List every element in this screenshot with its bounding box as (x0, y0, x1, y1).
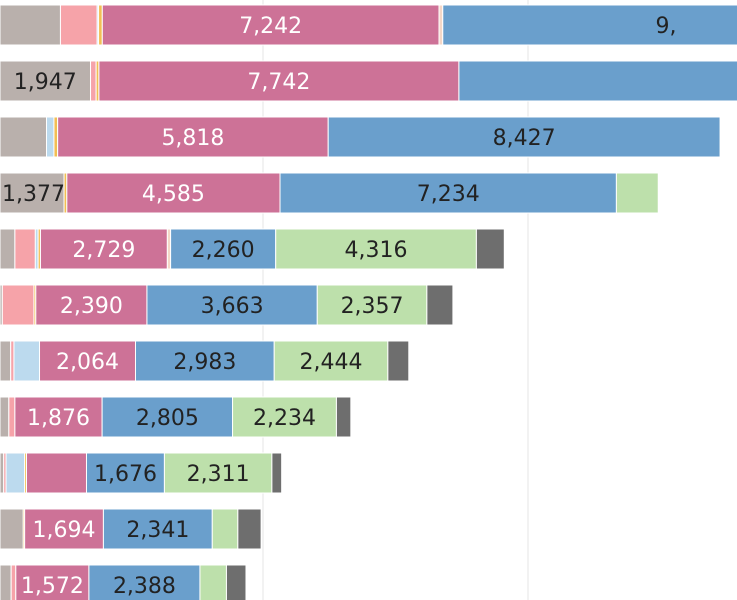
bar-segment-label: 8,427 (493, 126, 556, 151)
bar-segment (475, 228, 505, 270)
bar-row: 7,242 9, (0, 4, 737, 46)
bar-segment-label: 2,341 (126, 518, 189, 543)
bar-segment-label: 7,242 (239, 14, 302, 39)
bar-row: 1,876 2,805 2,234 (0, 396, 352, 438)
bar-segment (57, 116, 329, 158)
bar-row: 1,947 7,742 (0, 60, 737, 102)
bar-segment (211, 508, 239, 550)
bar-segment (275, 228, 477, 270)
bar-segment (15, 564, 90, 600)
bar-segment (59, 4, 98, 46)
bar-segment (35, 284, 148, 326)
bar-segment (5, 452, 26, 494)
bar-segment-label: 2,234 (253, 406, 316, 431)
bar-segment (24, 508, 104, 550)
bar-row: 2,729 2,260 4,316 (0, 228, 505, 270)
bar-segment (163, 452, 273, 494)
bar-segment (135, 340, 275, 382)
bar-segment (615, 172, 659, 214)
bar-segment-label: 4,585 (142, 182, 205, 207)
bar-row: 2,390 3,663 2,357 (0, 284, 454, 326)
bar-segment-label: 1,377 (2, 182, 65, 207)
bar-segment (0, 396, 10, 438)
bar-segment-label: 7,234 (417, 182, 480, 207)
bar-segment (0, 508, 24, 550)
bar-segment (90, 60, 97, 102)
bar-segment (101, 396, 234, 438)
bar-segment-label: 9, (655, 14, 676, 39)
bar-segment-label: 1,572 (21, 574, 84, 599)
bar-segment-label: 7,742 (247, 70, 310, 95)
bar-segment-label: 2,064 (56, 350, 119, 375)
bars-layer: 7,242 9, 1,947 7,742 5,818 8,427 1,377 4,585 7,2… (0, 4, 737, 600)
bar-segment-label: 2,390 (60, 294, 123, 319)
bar-segment-label: 2,729 (72, 238, 135, 263)
bar-segment (0, 564, 12, 600)
bar-segment (14, 396, 103, 438)
bar-segment (10, 564, 17, 600)
bar-segment (442, 4, 737, 46)
bar-segment-label: 2,444 (300, 350, 363, 375)
bar-segment (0, 172, 65, 214)
bar-segment (46, 116, 55, 158)
bar-segment (426, 284, 454, 326)
bar-row: 2,064 2,983 2,444 (0, 340, 410, 382)
bar-segment (98, 60, 460, 102)
bar-segment (316, 284, 428, 326)
bar-segment-label: 2,357 (341, 294, 404, 319)
bar-segment (53, 116, 59, 158)
bar-segment (8, 396, 16, 438)
bar-segment (0, 4, 61, 46)
bar-segment-label: 1,947 (14, 70, 77, 95)
bar-segment-label: 2,311 (187, 462, 250, 487)
bar-row: 1,572 2,388 (0, 564, 247, 600)
bar-segment-label: 4,316 (345, 238, 408, 263)
bar-segment-label: 2,260 (192, 238, 255, 263)
bar-segment (66, 172, 281, 214)
bar-segment (101, 4, 440, 46)
bar-segment (273, 340, 389, 382)
bar-segment (387, 340, 410, 382)
bar-segment (14, 228, 36, 270)
bar-segment (26, 452, 87, 494)
bar-segment (279, 172, 617, 214)
bar-segment (98, 4, 103, 46)
bar-segment (0, 116, 47, 158)
bar-segment-label: 2,388 (113, 574, 176, 599)
bar-segment (438, 4, 444, 46)
bar-segment-label: 5,818 (161, 126, 224, 151)
bar-segment-label: 1,676 (94, 462, 157, 487)
bar-segment (0, 228, 16, 270)
bar-segment (0, 452, 5, 494)
bar-segment (225, 564, 247, 600)
bar-segment-label: 3,663 (201, 294, 264, 319)
bar-row: 1,377 4,585 7,234 (0, 172, 659, 214)
bar-segment (232, 396, 337, 438)
bar-segment-label: 2,983 (173, 350, 236, 375)
bar-segment (237, 508, 262, 550)
bar-segment (199, 564, 227, 600)
bar-segment (0, 340, 12, 382)
bar-segment (13, 340, 41, 382)
bar-segment-label: 1,876 (27, 406, 90, 431)
bar-segment (102, 508, 213, 550)
bar-segment-label: 2,805 (136, 406, 199, 431)
bar-segment (458, 60, 737, 102)
bar-segment (39, 340, 137, 382)
bar-segment (335, 396, 352, 438)
bar-row: 5,818 8,427 (0, 116, 721, 158)
bar-row: 1,676 2,311 (0, 452, 283, 494)
bar-segment (39, 228, 168, 270)
bar-row: 1,694 2,341 (0, 508, 262, 550)
bar-segment (146, 284, 318, 326)
bar-segment (170, 228, 277, 270)
bar-segment-label: 1,694 (33, 518, 96, 543)
bar-segment (327, 116, 721, 158)
bar-segment (1, 284, 35, 326)
bar-segment (271, 452, 283, 494)
